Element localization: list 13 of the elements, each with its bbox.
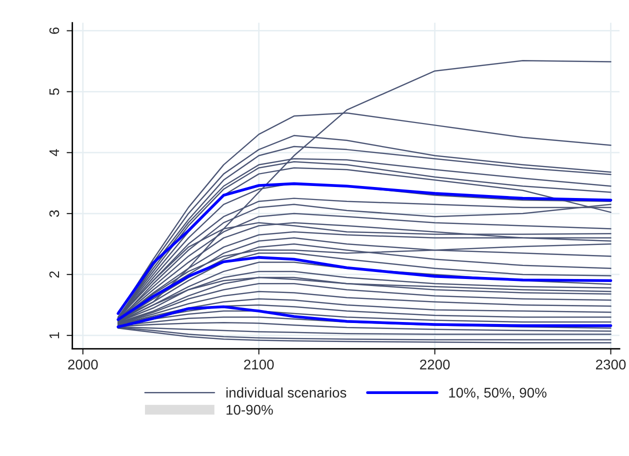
x-tick-label: 2300 (596, 360, 626, 370)
y-tick-label: 3 (49, 210, 60, 217)
text: 10-90% (226, 404, 273, 415)
legend-label: 10%, 50%, 90% (449, 388, 546, 400)
y-tick-label: 1 (49, 332, 60, 338)
y-tick-label: 6 (49, 27, 60, 34)
x-tick-label: 2000 (68, 360, 98, 370)
x-tick-label: 2100 (244, 360, 274, 370)
legend-label: individual scenarios (226, 387, 346, 398)
y-tick-label: 4 (49, 149, 60, 156)
y-tick-label: 2 (49, 271, 60, 278)
x-tick-label: 2200 (420, 360, 450, 370)
y-tick-label: 5 (49, 88, 60, 95)
